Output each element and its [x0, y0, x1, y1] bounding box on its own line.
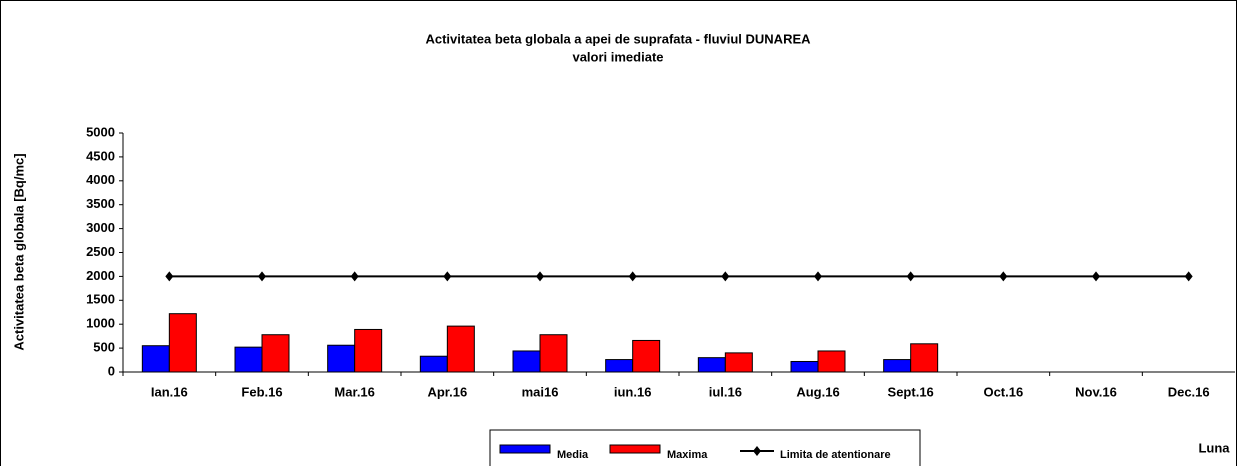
- legend-swatch: [609, 444, 661, 454]
- y-tick-label: 1000: [86, 316, 115, 331]
- y-tick-label: 3000: [86, 220, 115, 235]
- line-marker: [814, 271, 822, 282]
- y-axis-label: Activitatea beta globala [Bq/mc]: [11, 153, 26, 350]
- x-axis-label: Luna: [1198, 440, 1230, 455]
- x-tick-label: Ian.16: [151, 384, 188, 399]
- bar: [419, 355, 448, 373]
- y-tick-label: 3500: [86, 196, 115, 211]
- line-marker: [1184, 271, 1193, 282]
- bar: [632, 339, 661, 373]
- y-tick-label: 4500: [86, 148, 115, 163]
- line-marker: [906, 271, 915, 282]
- x-tick-label: iun.16: [614, 384, 652, 399]
- legend-box: [489, 429, 921, 466]
- chart-subtitle: valori imediate: [572, 49, 663, 64]
- line-marker: [628, 271, 637, 282]
- legend-label: Maxima: [667, 449, 708, 461]
- y-tick-label: 0: [108, 363, 115, 378]
- legend-marker: [753, 446, 761, 456]
- bar: [168, 313, 197, 373]
- y-tick-label: 500: [93, 340, 115, 355]
- x-tick-label: mai16: [522, 384, 559, 399]
- x-tick-label: Sept.16: [888, 384, 934, 399]
- bar: [512, 350, 541, 373]
- line-marker: [536, 271, 544, 282]
- bar: [724, 352, 753, 373]
- bar: [910, 343, 939, 373]
- line-marker: [165, 271, 174, 282]
- y-tick-label: 1500: [86, 292, 115, 307]
- chart-title: Activitatea beta globala a apei de supra…: [425, 31, 811, 46]
- bar: [790, 360, 819, 373]
- bar: [817, 350, 846, 373]
- bar: [446, 325, 475, 373]
- x-tick-label: Mar.16: [334, 384, 374, 399]
- y-tick-label: 2000: [86, 268, 115, 283]
- legend-label: Media: [557, 449, 589, 461]
- y-tick-label: 2500: [86, 244, 115, 259]
- x-tick-label: Dec.16: [1168, 384, 1210, 399]
- bar: [261, 334, 290, 373]
- bar: [883, 359, 912, 373]
- bar: [327, 344, 356, 373]
- bar: [141, 345, 170, 373]
- bar: [697, 357, 726, 373]
- x-tick-label: Aug.16: [796, 384, 839, 399]
- x-tick-label: Apr.16: [427, 384, 467, 399]
- x-tick-label: Oct.16: [983, 384, 1023, 399]
- legend-swatch: [499, 444, 551, 454]
- legend-label: Limita de atentionare: [780, 449, 891, 461]
- line-marker: [443, 271, 452, 282]
- line-marker: [999, 271, 1008, 282]
- y-tick-label: 5000: [86, 124, 115, 139]
- bar: [234, 346, 263, 373]
- line-marker: [258, 271, 266, 282]
- line-marker: [350, 271, 359, 282]
- x-tick-label: Nov.16: [1075, 384, 1117, 399]
- line-marker: [721, 271, 730, 282]
- bar: [354, 328, 383, 373]
- bar: [605, 359, 634, 373]
- x-tick-label: iul.16: [709, 384, 742, 399]
- bar: [539, 334, 568, 373]
- x-tick-label: Feb.16: [241, 384, 282, 399]
- line-marker: [1092, 271, 1100, 282]
- y-tick-label: 4000: [86, 172, 115, 187]
